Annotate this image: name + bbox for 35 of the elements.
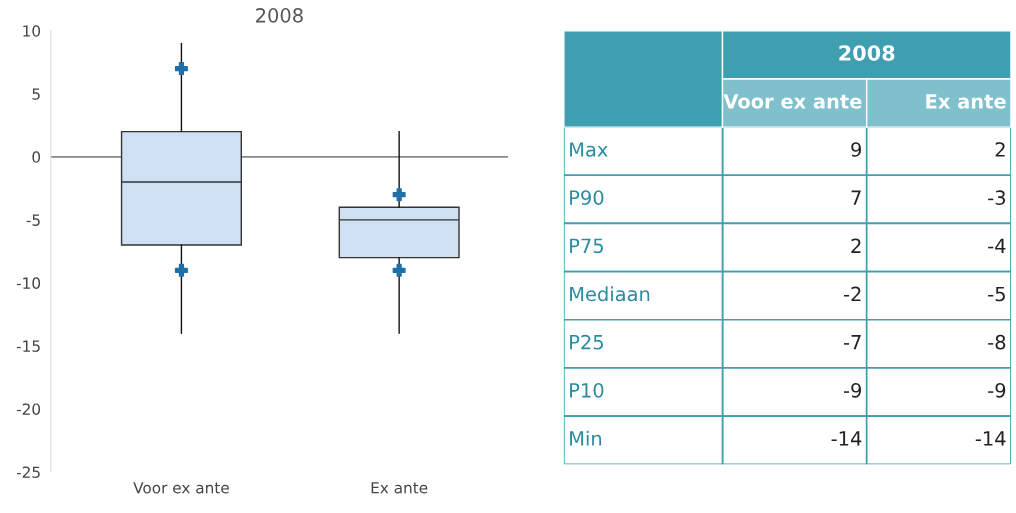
data-label: 2 [995,142,1005,157]
y-tick-label: Mediaan [570,286,650,302]
x-tick-label: Voor ex ante [723,94,862,109]
y-tick-label: -15 [16,340,40,352]
data-label: -14 [831,431,862,446]
chart-title: 2008 [839,45,895,61]
data-label: 9 [851,142,862,157]
data-label: -8 [988,334,1006,350]
y-tick-label: P25 [570,334,603,350]
data-label: -7 [843,335,861,350]
data-label: -14 [975,431,1006,446]
x-tick-label: Voor ex ante [133,482,229,494]
y-tick-label: -10 [16,277,41,289]
data-label: -5 [988,286,1005,302]
data-label: -2 [843,286,861,302]
data-label: -9 [988,382,1006,398]
y-tick-label: 5 [32,88,40,100]
y-tick-label: P10 [570,382,604,398]
x-tick-label: Ex ante [926,94,1006,109]
x-tick-label: Ex ante [371,482,428,494]
y-tick-label: 10 [23,25,41,37]
y-tick-label: -20 [16,403,41,415]
data-label: 7 [851,190,861,205]
y-tick-label: P90 [570,190,604,205]
y-tick-label: -5 [26,214,40,226]
y-tick-label: -25 [16,466,40,478]
chart-title: 2008 [256,8,303,23]
data-label: -9 [843,382,862,398]
data-label: -3 [988,190,1006,205]
y-tick-label: Min [570,430,602,446]
y-tick-label: 0 [32,151,41,163]
data-label: -4 [988,238,1006,253]
y-tick-label: P75 [570,238,603,254]
data-label: 2 [851,238,861,253]
y-tick-label: Max [570,142,608,157]
